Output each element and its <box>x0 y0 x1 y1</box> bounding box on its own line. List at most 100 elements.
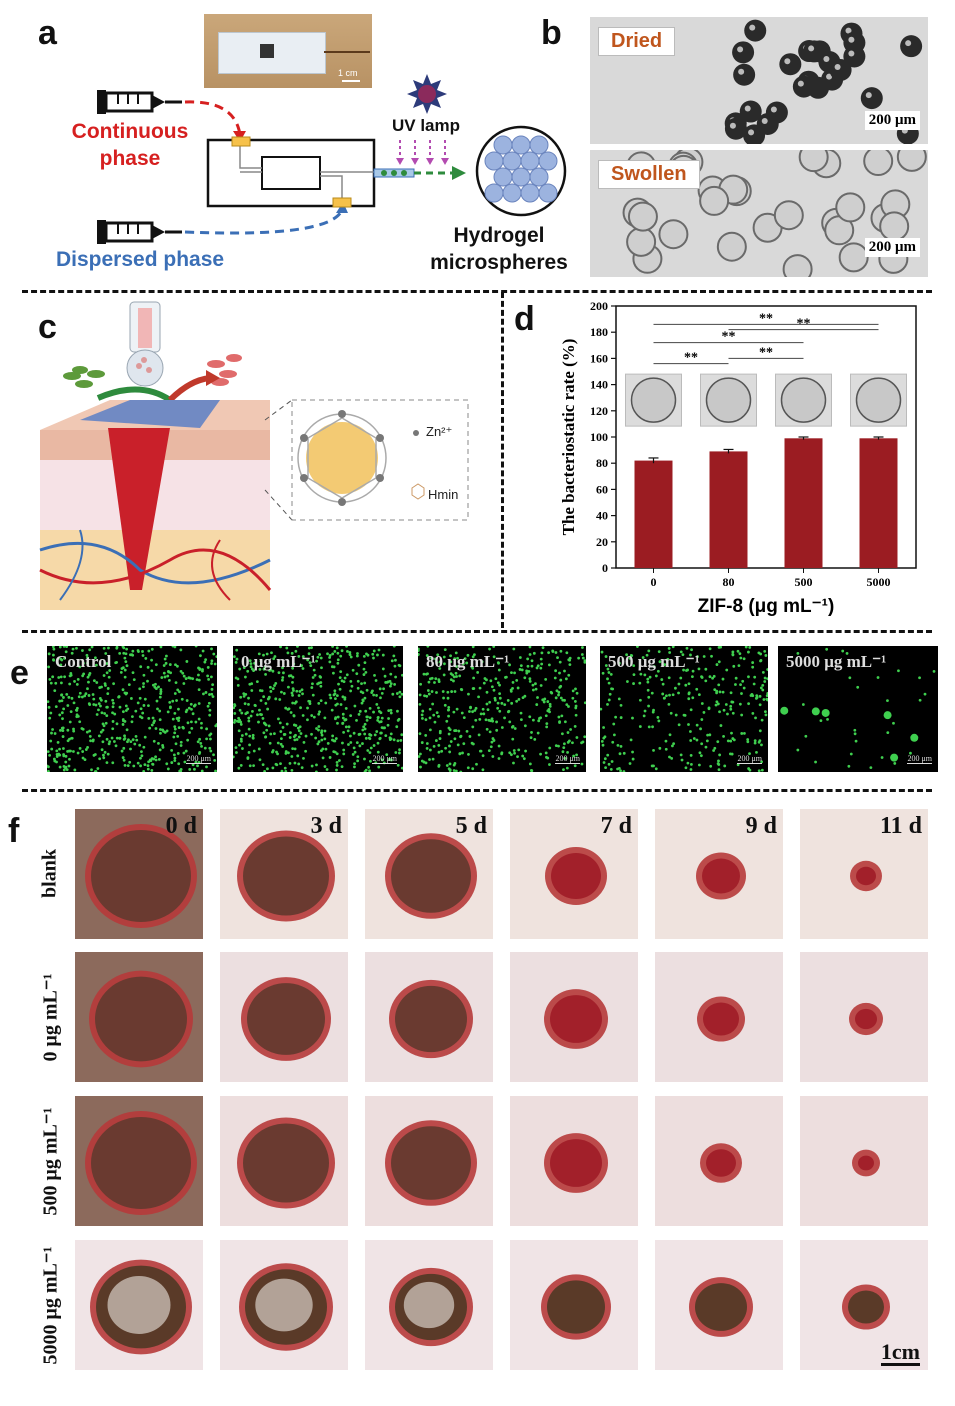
wound-photo: 1cm <box>800 1240 928 1370</box>
wound-scale-label: 1cm <box>880 1339 920 1366</box>
y-tick-label: 160 <box>590 351 608 365</box>
wound-area <box>856 866 876 886</box>
swollen-microsphere <box>716 231 747 262</box>
uv-lamp-icon <box>407 74 447 114</box>
significance-label: ** <box>684 351 698 366</box>
fluorescence-scale-label: 200 μm <box>186 754 211 764</box>
swollen-microsphere <box>896 150 927 172</box>
dried-scale-label: 200 μm <box>864 111 920 130</box>
fluorescence-label: 5000 μg mL⁻¹ <box>786 652 887 671</box>
wound-area <box>91 1117 191 1209</box>
wound-area <box>247 983 325 1055</box>
y-tick-label: 40 <box>596 509 608 523</box>
x-tick-label: 0 <box>651 575 657 589</box>
wound-area <box>706 1149 736 1177</box>
uv-lamp-label: UV lamp <box>392 116 461 135</box>
fluorescence-label: Control <box>55 652 112 671</box>
fluorescence-scale-label: 200 μm <box>907 754 932 764</box>
wound-area <box>550 1139 602 1187</box>
fluorescence-label: 80 μg mL⁻¹ <box>426 652 510 671</box>
wound-photo <box>75 952 203 1082</box>
wound-photo <box>365 1240 493 1370</box>
fluorescence-image: Control 200 μm <box>47 646 217 772</box>
wound-area <box>702 858 740 894</box>
continuous-phase-line1: Continuous <box>71 120 189 143</box>
petri-dish-icon <box>855 377 902 423</box>
fluorescence-label: 0 μg mL⁻¹ <box>241 652 316 671</box>
wound-area <box>243 836 329 916</box>
wound-area <box>848 1290 884 1324</box>
significance-label: ** <box>797 317 811 332</box>
wound-area <box>703 1002 739 1036</box>
hydrogel-line2: microspheres <box>430 251 568 274</box>
y-tick-label: 100 <box>590 430 608 444</box>
fluorescence-scale-label: 200 μm <box>372 754 397 764</box>
wound-photo <box>510 1096 638 1226</box>
dried-microsphere <box>744 19 767 42</box>
zif8-framework-icon <box>297 410 387 506</box>
wound-area <box>695 1283 747 1331</box>
significance-label: ** <box>759 345 773 360</box>
dried-microsphere <box>843 45 866 68</box>
wound-area <box>95 976 187 1062</box>
dispersed-phase-label: Dispersed phase <box>56 248 225 271</box>
petri-dish-icon <box>780 377 827 423</box>
separator-3 <box>22 789 932 792</box>
swollen-scale-label: 200 μm <box>864 238 920 257</box>
swollen-microsphere <box>838 242 869 273</box>
bar <box>784 438 823 568</box>
hmin-label: Hmin <box>428 487 459 502</box>
wound-photo <box>220 1240 348 1370</box>
significance-label: ** <box>722 330 736 345</box>
wound-photo: 9 d <box>655 809 783 939</box>
panel-e-label: e <box>10 654 29 692</box>
swollen-microsphere <box>782 254 813 277</box>
fluorescence-image: 80 μg mL⁻¹ 200 μm <box>418 646 586 772</box>
syringe-icon-top <box>97 90 182 114</box>
bacteriostatic-bar-chart: 0 20 40 60 80 100 120 140 160 180 200 0 80 500 5000 ** *… <box>559 299 917 617</box>
petri-dish-icon <box>630 377 677 423</box>
y-tick-label: 60 <box>596 482 608 496</box>
skin-wound-illustration <box>39 301 469 610</box>
dried-microsphere <box>829 58 852 81</box>
wound-photo: 5 d <box>365 809 493 939</box>
continuous-phase-label: Continuous phase <box>54 118 206 172</box>
wound-photo <box>220 952 348 1082</box>
hmin-molecule-icon <box>411 483 425 500</box>
dried-microsphere <box>779 53 802 76</box>
panel-b-label: b <box>541 14 562 52</box>
microfluidic-diagram <box>97 74 567 244</box>
dried-microsphere <box>803 40 826 63</box>
wound-photo <box>365 1096 493 1226</box>
dried-microsphere <box>792 75 815 98</box>
swollen-microsphere <box>658 219 689 250</box>
y-tick-label: 200 <box>590 299 608 313</box>
swollen-microsphere <box>863 150 894 177</box>
panel-d-label: d <box>514 300 535 338</box>
dried-microsphere <box>739 100 762 123</box>
y-tick-label: 140 <box>590 378 608 392</box>
swollen-microsphere <box>798 150 829 173</box>
wound-photo <box>510 952 638 1082</box>
wound-row-label: 5000 μg mL⁻¹ <box>39 1246 62 1365</box>
wound-photo <box>75 1240 203 1370</box>
dried-microsphere <box>733 63 756 86</box>
fluorescence-image: 0 μg mL⁻¹ 200 μm <box>233 646 403 772</box>
wound-area <box>243 1123 329 1203</box>
panel-f-label: f <box>8 812 20 850</box>
swollen-microsphere <box>627 201 658 232</box>
significance-label: ** <box>759 311 773 326</box>
dried-microsphere <box>900 35 923 58</box>
syringe-icon-bottom <box>97 220 182 244</box>
wound-area <box>551 853 601 899</box>
dried-microsphere <box>860 87 883 110</box>
swollen-microsphere <box>626 226 657 257</box>
fluorescence-scale-label: 200 μm <box>555 754 580 764</box>
day-label: 7 d <box>600 813 632 839</box>
swollen-microsphere <box>879 211 910 242</box>
x-tick-label: 500 <box>795 575 813 589</box>
wound-area <box>550 995 602 1043</box>
dried-microsphere <box>732 41 755 64</box>
wound-photo <box>75 1096 203 1226</box>
hydrogel-line1: Hydrogel <box>453 224 545 247</box>
